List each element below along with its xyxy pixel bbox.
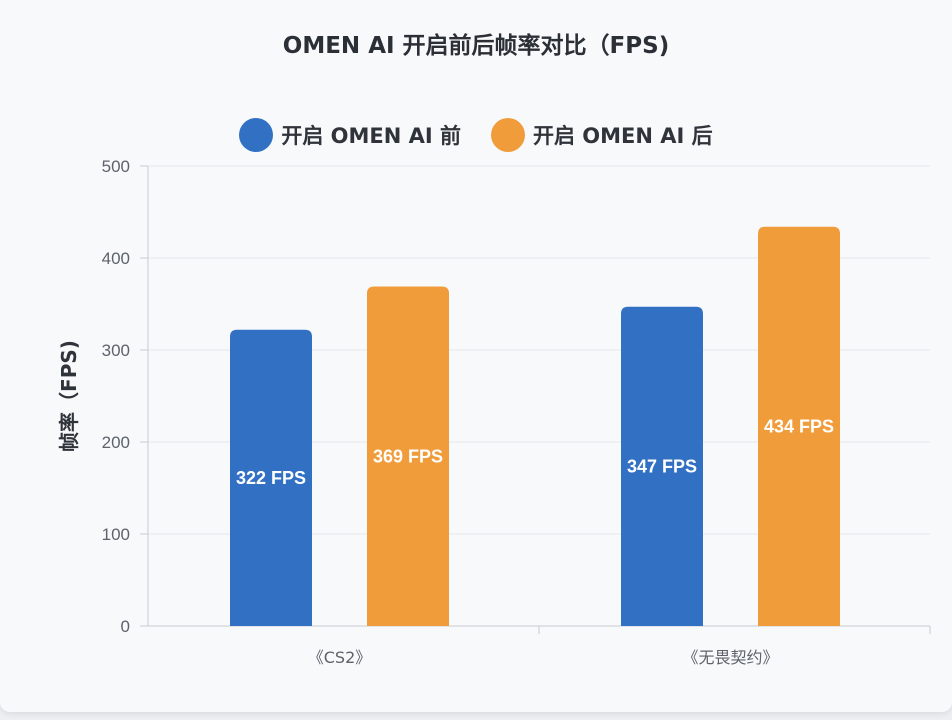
- x-category-label: 《CS2》: [308, 648, 372, 667]
- chart-title: OMEN AI 开启前后帧率对比（FPS): [282, 33, 670, 59]
- bar-value-label: 369 FPS: [373, 446, 443, 466]
- bar-value-label: 322 FPS: [236, 468, 306, 488]
- y-tick-label: 400: [102, 249, 130, 268]
- y-tick-label: 100: [102, 525, 130, 544]
- chart-legend: 开启 OMEN AI 前 开启 OMEN AI 后: [0, 118, 952, 152]
- y-tick-label: 200: [102, 433, 130, 452]
- bar: [621, 306, 703, 626]
- bar-value-label: 347 FPS: [627, 456, 697, 476]
- bar: [367, 286, 449, 626]
- legend-item-after[interactable]: 开启 OMEN AI 后: [491, 118, 713, 152]
- x-category-label: 《无畏契约》: [682, 648, 778, 667]
- bar: [230, 329, 312, 626]
- bar-value-label: 434 FPS: [764, 416, 834, 436]
- legend-swatch-after: [491, 118, 525, 152]
- y-tick-label: 500: [102, 157, 130, 176]
- legend-swatch-before: [239, 118, 274, 152]
- legend-label-after: 开启 OMEN AI 后: [533, 124, 713, 148]
- bar: [758, 226, 840, 626]
- legend-item-before[interactable]: 开启 OMEN AI 前: [239, 118, 461, 152]
- legend-label-before: 开启 OMEN AI 前: [281, 124, 461, 148]
- y-tick-label: 0: [121, 617, 130, 636]
- y-axis-label: 帧率（FPS): [57, 340, 81, 452]
- y-tick-label: 300: [102, 341, 130, 360]
